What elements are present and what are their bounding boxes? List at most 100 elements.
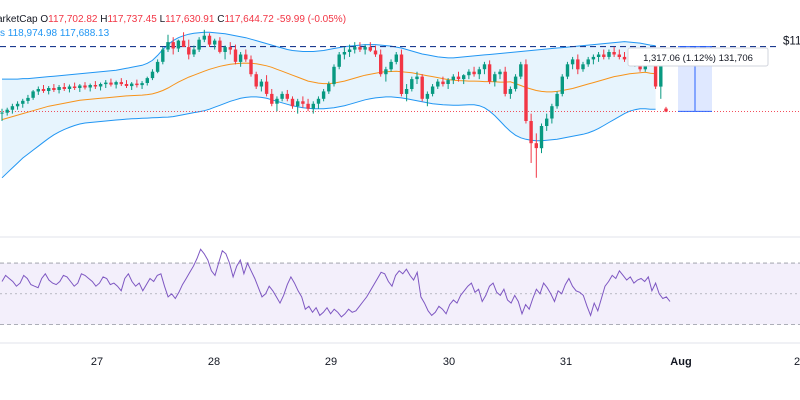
candle-body (524, 64, 528, 121)
candle-body (425, 93, 430, 99)
candle-body (47, 88, 51, 91)
candle-body (171, 42, 175, 49)
bb-lower-value: 117,688.13 (59, 28, 110, 39)
low-label: L (159, 14, 166, 25)
candle-body (202, 35, 206, 40)
x-tick-label: 29 (325, 356, 337, 368)
candle-body (436, 81, 440, 87)
measure-label-box (627, 47, 769, 67)
candle-body (415, 76, 419, 80)
candle-body (187, 47, 191, 55)
candle-body (477, 69, 481, 75)
candle-body (114, 82, 118, 85)
candle-body (249, 59, 253, 75)
candle-body (404, 89, 409, 94)
x-tick-label: 27 (91, 356, 103, 368)
candle-body (493, 74, 497, 82)
x-tick-label: 28 (208, 356, 220, 368)
candle-body (36, 89, 40, 92)
candle-body (62, 87, 66, 89)
candle-body (264, 81, 269, 94)
candle-body (462, 75, 466, 80)
candle-body (379, 54, 383, 75)
candle-body (347, 49, 352, 52)
candle-body (410, 79, 414, 89)
candle-body (622, 56, 627, 60)
candle-body (109, 82, 113, 85)
candle-body (316, 98, 321, 104)
candle-body (228, 47, 232, 50)
candle-body (280, 93, 284, 99)
candle-body (607, 52, 611, 57)
candle-body (275, 98, 279, 104)
candle-body (290, 98, 295, 107)
candle-body (456, 76, 461, 80)
x-tick-label: 2 (794, 356, 800, 368)
candle-body (161, 49, 165, 62)
candle-body (545, 118, 549, 126)
candle-body (244, 54, 248, 60)
candle-body (254, 74, 258, 87)
candle-body (389, 61, 393, 70)
high-label: H (100, 14, 108, 25)
candle-body (664, 108, 668, 112)
candle-body (166, 42, 170, 50)
candle-body (311, 103, 315, 109)
candle-body (306, 103, 310, 109)
candle-body (581, 64, 585, 70)
candle-body (233, 49, 238, 62)
candle-body (451, 76, 455, 81)
candle-body (560, 76, 564, 94)
bollinger-lower-line (1, 96, 656, 179)
candle-body (565, 64, 570, 77)
candle-body (259, 81, 264, 87)
symbol-label: arketCap (0, 14, 38, 25)
candle-body (296, 101, 300, 107)
candle-body (88, 85, 92, 88)
candle-body (78, 85, 82, 88)
candle-body (327, 84, 331, 92)
candle-body (472, 71, 476, 75)
candle-body (83, 85, 87, 88)
candle-body (353, 47, 357, 50)
candle-body (31, 91, 35, 98)
candle-body (539, 126, 544, 149)
open-value: 117,702.82 (48, 14, 98, 25)
candle-body (659, 61, 663, 87)
candle-body (441, 81, 445, 85)
candle-body (487, 64, 492, 82)
candle-body (430, 86, 435, 94)
candle-body (218, 40, 222, 52)
bb-marker: s (0, 28, 5, 39)
candle-body (124, 84, 129, 86)
ohlc-legend: arketCap O117,702.82 H117,737.45 L117,63… (0, 14, 346, 25)
candle-body (301, 101, 305, 104)
measure-label: 1,317.06 (1.12%) 131,706 (627, 47, 769, 67)
candle-body (529, 121, 533, 144)
close-label: C (217, 14, 225, 25)
candle-body (207, 35, 212, 45)
candle-body (550, 106, 554, 119)
bb-upper-value: 118,974.98 (7, 28, 58, 39)
candle-body (653, 59, 658, 87)
bollinger-legend: s 118,974.98 117,688.13 (0, 28, 109, 39)
candle-body (368, 47, 372, 51)
candle-body (498, 71, 502, 75)
candle-body (135, 83, 139, 86)
price-tag: $119, (783, 36, 800, 48)
candle-body (358, 47, 362, 50)
candle-body (394, 54, 398, 62)
candle-body (534, 143, 538, 149)
high-value: 117,737.45 (107, 14, 157, 25)
candle-body (130, 83, 134, 87)
candle-body (52, 88, 56, 90)
candle-body (576, 59, 580, 70)
candle-body (519, 64, 523, 77)
candle-body (197, 39, 201, 50)
candle-body (399, 54, 404, 94)
open-label: O (40, 14, 49, 25)
candle-body (596, 54, 601, 57)
candle-body (467, 71, 471, 76)
candle-body (570, 59, 575, 65)
